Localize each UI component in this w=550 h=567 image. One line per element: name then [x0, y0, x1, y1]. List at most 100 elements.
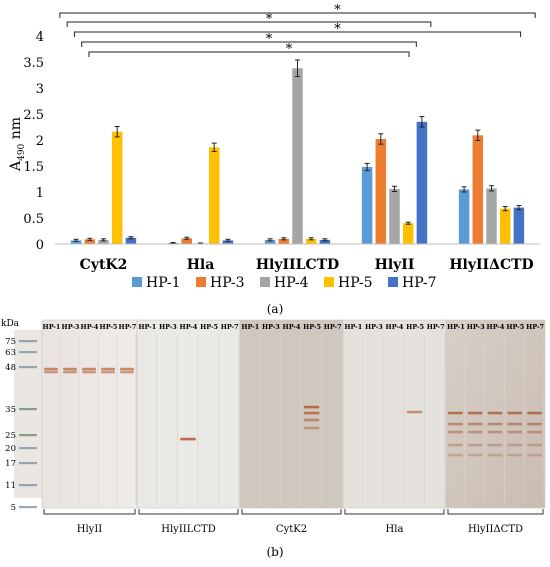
error-bar — [419, 116, 425, 128]
x-tick-label: Hla — [187, 257, 215, 273]
x-tick-label: CytK2 — [80, 257, 128, 273]
blot-band — [467, 453, 483, 457]
significance-brackets: * * * * * — [59, 3, 536, 57]
ladder-band — [19, 351, 37, 354]
bar-hp-7-0 — [125, 237, 137, 244]
blot-band — [527, 422, 542, 426]
blot-membrane — [136, 319, 241, 509]
blot-panel-name: HlyII — [77, 524, 103, 535]
lane-label: HP-5 — [506, 323, 524, 331]
legend-swatch — [132, 277, 142, 287]
blot-band — [448, 443, 463, 447]
panel-label-a: (a) — [267, 302, 284, 316]
y-tick-label: 2.5 — [23, 108, 44, 123]
error-bar — [114, 125, 120, 138]
blot-band — [527, 411, 542, 415]
lane-label: HP-4 — [386, 323, 404, 331]
error-bar — [87, 237, 93, 241]
lane-label: HP-1 — [447, 323, 465, 331]
blot-band — [44, 370, 58, 374]
y-axis-label: A490 nm — [8, 117, 27, 172]
legend-item-hp-3: HP-3 — [196, 275, 245, 291]
significance-bracket: * — [81, 32, 417, 47]
y-tick-label: 1 — [36, 186, 44, 201]
ladder-band — [19, 484, 37, 487]
bar-hp-5-2 — [305, 238, 317, 244]
blot-band — [467, 422, 483, 426]
error-bar — [211, 142, 217, 152]
blot-panel-name: Hla — [386, 524, 404, 535]
blot-band — [507, 453, 523, 457]
ladder-band — [19, 462, 37, 465]
error-bar — [170, 241, 176, 244]
blot-group-bracket — [447, 509, 544, 515]
blot-band — [101, 370, 115, 374]
blot-band — [101, 367, 115, 371]
blot-band — [527, 430, 542, 434]
blot-band — [448, 453, 463, 457]
blot-band — [507, 430, 523, 434]
bar-hp-5-1 — [208, 147, 220, 244]
blot-band — [82, 367, 96, 371]
kda-marker-label: 17 — [5, 459, 16, 469]
bar-hp-7-2 — [319, 239, 331, 244]
lane-label: HP-4 — [283, 323, 301, 331]
bar-hp-1-3 — [361, 167, 373, 244]
legend-label: HP-7 — [402, 275, 437, 291]
x-axis-labels: CytK2 Hla HlyIILCTD HlyII HlyIIΔCTD — [80, 257, 534, 273]
lane-label: HP-3 — [62, 323, 80, 331]
lane-label: HP-1 — [344, 323, 362, 331]
bar-hp-1-4 — [458, 189, 470, 244]
legend-label: HP-3 — [210, 275, 245, 291]
blot-band — [487, 443, 503, 447]
error-bar — [392, 185, 397, 192]
lane-label: HP-5 — [200, 323, 218, 331]
bar-hp-4-3 — [389, 188, 400, 244]
blot-panel-4: HP-1 HP-3 HP-4 HP-5 HP-7 — [445, 319, 546, 509]
bar-hp-3-3 — [375, 138, 387, 244]
blot-band — [467, 443, 483, 447]
kda-marker-label: 75 — [5, 337, 16, 347]
blot-band — [467, 411, 483, 415]
legend-item-hp-7: HP-7 — [388, 275, 437, 291]
blot-panel-name: HlyIIΔCTD — [468, 524, 523, 535]
error-bar — [322, 238, 328, 242]
blot-panel-name: CytK2 — [276, 524, 307, 535]
error-bar — [516, 205, 522, 211]
ladder-band — [19, 447, 37, 450]
blot-band — [527, 443, 542, 447]
error-bar — [475, 129, 481, 142]
lane-label: HP-7 — [427, 323, 445, 331]
bar-hp-3-1 — [181, 238, 193, 244]
lane-label: HP-7 — [221, 323, 239, 331]
y-tick-label: 2 — [36, 134, 44, 149]
error-bar — [281, 237, 287, 241]
x-tick-label: HlyIIΔCTD — [449, 257, 533, 273]
lane-label: HP-7 — [119, 323, 137, 331]
blot-band — [406, 410, 423, 414]
legend-label: HP-5 — [338, 275, 373, 291]
blot-group-bracket — [138, 509, 239, 515]
significance-bracket: * — [59, 3, 536, 18]
blot-group-bracket — [43, 509, 136, 515]
lane-label: HP-4 — [180, 323, 198, 331]
lane-label: HP-3 — [467, 323, 485, 331]
ladder-band — [19, 434, 37, 437]
bar-hp-4-4 — [486, 188, 497, 244]
kda-marker-label: 48 — [5, 363, 16, 373]
error-bar — [489, 185, 494, 192]
blot-band — [120, 367, 134, 371]
blot-band — [507, 443, 523, 447]
blot-band — [487, 453, 503, 457]
legend-label: HP-1 — [146, 275, 181, 291]
blot-band — [507, 411, 523, 415]
kda-marker-label: 35 — [5, 405, 16, 415]
legend-swatch — [196, 277, 206, 287]
blot-band — [467, 430, 483, 434]
x-tick-label: HlyII — [375, 257, 415, 273]
bar-hp-7-4 — [513, 207, 525, 244]
error-bar — [101, 238, 106, 242]
y-tick-label: 3 — [36, 82, 44, 97]
error-bar — [295, 59, 300, 78]
lane-label: HP-1 — [241, 323, 259, 331]
